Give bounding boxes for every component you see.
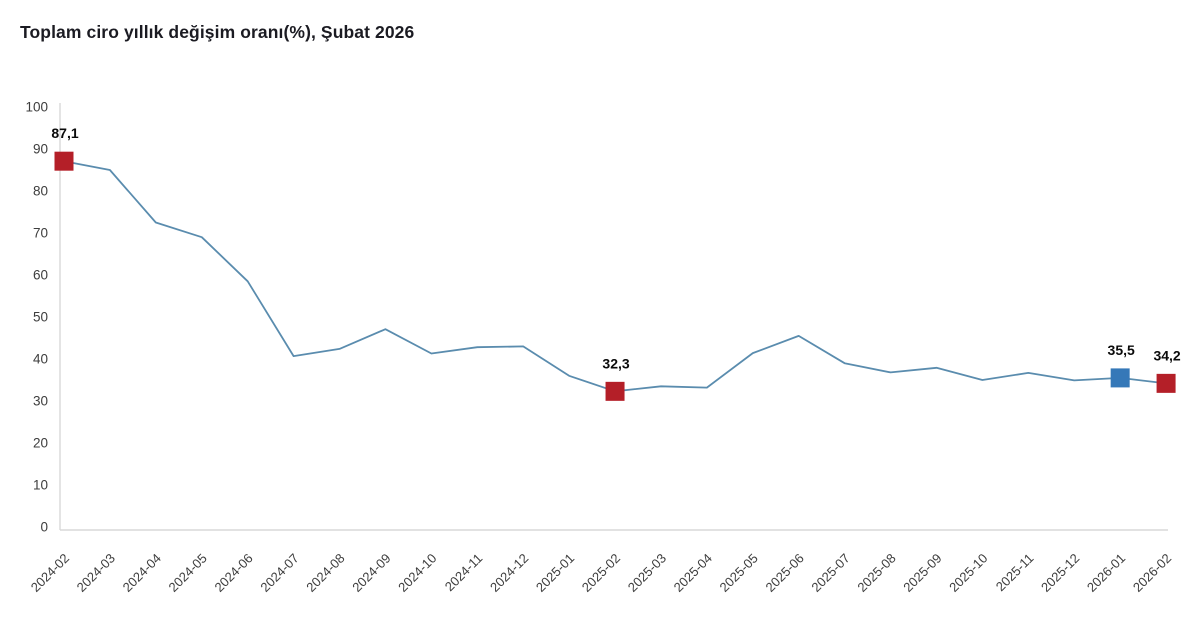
y-axis-tick-label: 90 — [33, 142, 48, 157]
marker-2024-02[interactable] — [54, 151, 74, 171]
y-axis-tick-label: 10 — [33, 478, 48, 493]
x-axis-tick-label: 2024-02 — [28, 551, 72, 595]
x-axis-tick-label: 2024-04 — [120, 551, 164, 595]
x-axis-tick-label: 2025-05 — [717, 551, 761, 595]
x-axis-tick-label: 2024-11 — [442, 551, 486, 595]
x-axis-tick-label: 2024-09 — [349, 551, 393, 595]
y-axis-tick-label: 20 — [33, 436, 48, 451]
x-axis-tick-label: 2025-12 — [1038, 551, 1082, 595]
x-axis-tick-label: 2025-07 — [808, 551, 852, 595]
marker-2026-01[interactable] — [1110, 368, 1130, 388]
x-axis-tick-label: 2025-02 — [579, 551, 623, 595]
chart-title: Toplam ciro yıllık değişim oranı(%), Şub… — [20, 22, 415, 42]
x-axis-tick-label: 2025-10 — [946, 551, 990, 595]
x-axis-tick-label: 2025-08 — [854, 551, 898, 595]
y-axis-tick-label: 40 — [33, 352, 48, 367]
x-axis-tick-label: 2025-06 — [762, 551, 806, 595]
y-axis-tick-label: 100 — [25, 100, 48, 115]
x-axis-tick-label: 2025-11 — [993, 551, 1037, 595]
x-axis-tick-label: 2024-10 — [395, 551, 439, 595]
marker-2026-02[interactable] — [1156, 373, 1176, 393]
data-point-label-2026-02: 34,2 — [1153, 347, 1180, 363]
x-axis-tick-label: 2025-01 — [533, 551, 577, 595]
y-axis-tick-label: 50 — [33, 310, 48, 325]
x-axis-tick-label: 2024-05 — [166, 551, 210, 595]
y-axis-tick-label: 60 — [33, 268, 48, 283]
x-axis-tick-label: 2024-12 — [487, 551, 531, 595]
x-axis-tick-label: 2024-08 — [303, 551, 347, 595]
x-axis-tick-label: 2026-02 — [1130, 551, 1174, 595]
x-axis-tick-label: 2025-03 — [625, 551, 669, 595]
data-point-label-2026-01: 35,5 — [1108, 342, 1135, 358]
y-axis-tick-label: 30 — [33, 394, 48, 409]
x-axis-tick-label: 2026-01 — [1084, 551, 1128, 595]
x-axis-tick-label: 2024-03 — [74, 551, 118, 595]
y-axis-tick-label: 80 — [33, 184, 48, 199]
data-point-label-2025-02: 32,3 — [602, 355, 629, 371]
x-axis-tick-label: 2025-09 — [900, 551, 944, 595]
marker-2025-02[interactable] — [605, 381, 625, 401]
data-point-label-2024-02: 87,1 — [51, 125, 78, 141]
y-axis-tick-label: 0 — [40, 520, 48, 535]
y-axis-tick-label: 70 — [33, 226, 48, 241]
x-axis-tick-label: 2024-06 — [211, 551, 255, 595]
x-axis-tick-label: 2024-07 — [257, 551, 301, 595]
x-axis-tick-label: 2025-04 — [671, 551, 715, 595]
